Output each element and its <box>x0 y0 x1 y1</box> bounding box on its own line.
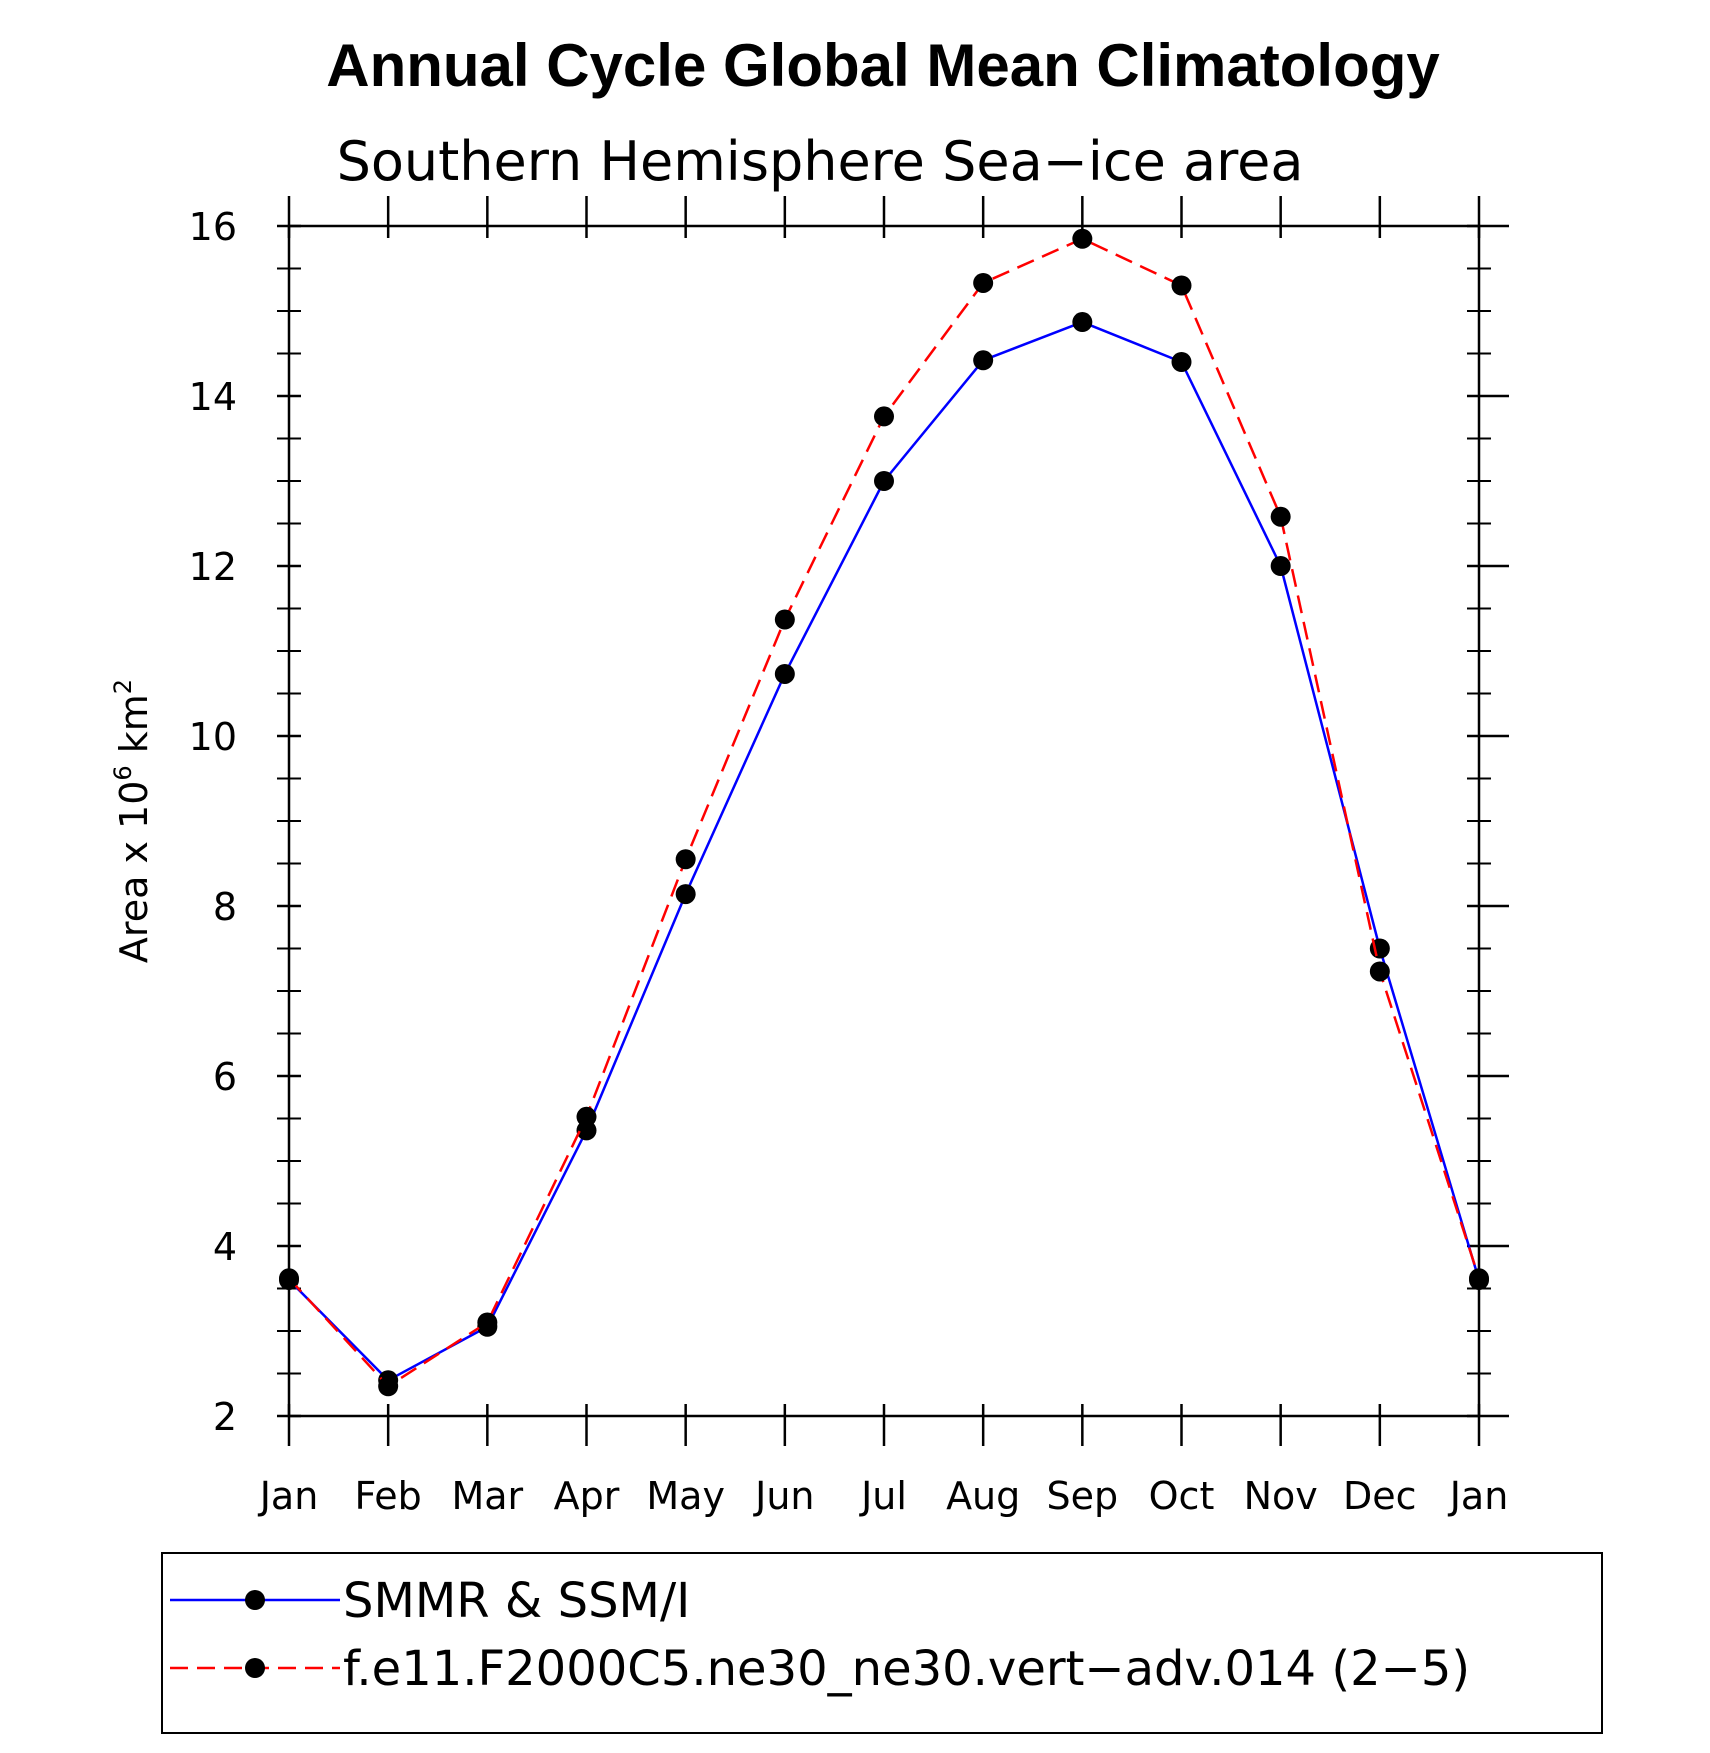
y-label-exponent-2: 2 <box>109 679 137 694</box>
y-tick-label: 8 <box>213 885 237 929</box>
y-label-prefix: Area x 10 <box>112 781 156 963</box>
legend-label-1: SMMR & SSM/I <box>343 1573 690 1629</box>
chart-title: Annual Cycle Global Mean Climatology <box>326 32 1440 99</box>
plot-frame <box>287 224 1481 1418</box>
data-point-series-2 <box>576 1106 597 1127</box>
x-tick-label: Jul <box>859 1474 907 1518</box>
data-point-series-2 <box>1469 1268 1489 1289</box>
legend-marker-1 <box>245 1590 265 1610</box>
series-layer <box>279 228 1489 1397</box>
x-tick-label: Jun <box>753 1474 814 1518</box>
x-tick-label: Oct <box>1149 1474 1215 1518</box>
legend-label-2: f.e11.F2000C5.ne30_ne30.vert−adv.014 (2−… <box>343 1641 1470 1697</box>
x-tick-label: Nov <box>1244 1474 1318 1518</box>
y-tick-label: 16 <box>189 205 237 249</box>
x-tick-label: Sep <box>1047 1474 1119 1518</box>
y-label-unit: km <box>112 694 156 765</box>
chart-subtitle: Southern Hemisphere Sea−ice area <box>337 130 1304 193</box>
data-point-series-1 <box>973 350 994 371</box>
data-point-series-2 <box>1270 506 1291 527</box>
x-tick-label: Dec <box>1343 1474 1417 1518</box>
x-tick-label: Jan <box>258 1474 319 1518</box>
x-tick-label: Aug <box>946 1474 1020 1518</box>
y-tick-label: 2 <box>213 1395 237 1439</box>
data-point-series-1 <box>774 663 795 684</box>
data-point-series-2 <box>774 609 795 630</box>
y-axis-label: Area x 106 km2 <box>109 679 156 963</box>
legend-items: SMMR & SSM/I f.e11.F2000C5.ne30_ne30.vert… <box>170 1573 1470 1697</box>
y-tick-label: 6 <box>213 1055 237 1099</box>
data-point-series-2 <box>675 849 696 870</box>
data-point-series-1 <box>675 884 696 905</box>
data-point-series-2 <box>973 272 994 293</box>
data-point-series-2 <box>279 1268 299 1289</box>
y-tick-labels: 2 4 6 8 10 12 14 16 <box>189 205 237 1439</box>
axis-ticks <box>277 196 1509 1446</box>
y-tick-label: 10 <box>189 715 237 759</box>
data-point-series-2 <box>378 1376 399 1397</box>
x-tick-label: Mar <box>451 1474 523 1518</box>
data-point-series-2 <box>1369 961 1390 982</box>
data-point-series-2 <box>1072 228 1093 249</box>
y-tick-label: 14 <box>189 375 237 419</box>
x-tick-label: Jan <box>1448 1474 1509 1518</box>
data-point-series-2 <box>1171 275 1192 296</box>
x-tick-label: May <box>646 1474 725 1518</box>
y-tick-label: 12 <box>189 545 237 589</box>
data-point-series-2 <box>874 406 894 427</box>
legend-box <box>161 1552 1603 1734</box>
x-tick-label: Feb <box>355 1474 422 1518</box>
data-point-series-1 <box>1072 312 1093 333</box>
y-tick-label: 4 <box>213 1225 237 1269</box>
data-point-series-1 <box>874 471 894 491</box>
x-tick-label: Apr <box>554 1474 620 1518</box>
data-point-series-1 <box>1270 556 1291 576</box>
y-label-exponent-1: 6 <box>109 765 137 780</box>
x-tick-labels: Jan Feb Mar Apr May Jun Jul Aug Sep Oct Nov Dec Jan <box>258 1474 1509 1518</box>
data-point-series-1 <box>1171 352 1192 372</box>
legend-marker-2 <box>245 1658 265 1678</box>
data-point-series-2 <box>477 1312 498 1333</box>
